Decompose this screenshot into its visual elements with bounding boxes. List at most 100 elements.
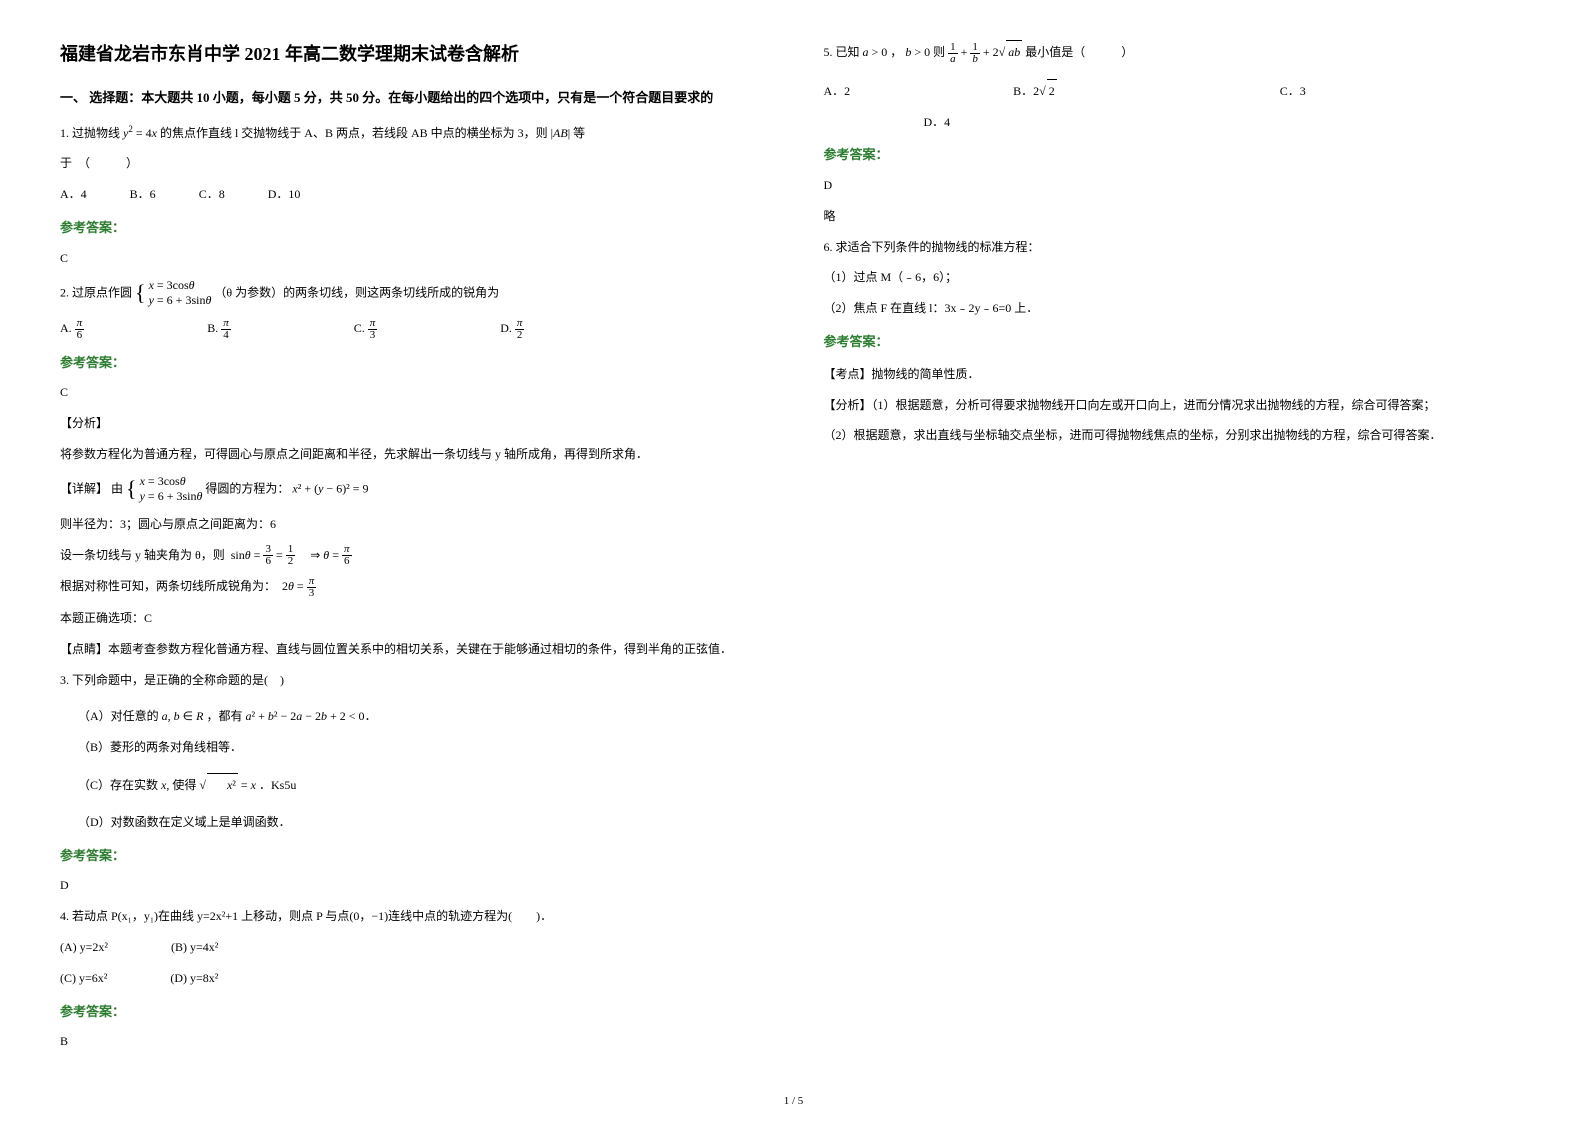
q1-answer: C bbox=[60, 247, 764, 270]
q6-kaodian-text: 抛物线的简单性质． bbox=[872, 367, 980, 381]
q1-choice-c: C．8 bbox=[199, 183, 225, 206]
q2-detail-eq: x² + (y − 6)² = 9 bbox=[292, 481, 368, 495]
q4-choice-c: (C) y=6x² bbox=[60, 967, 107, 990]
q3-opta-b: ，都有 bbox=[206, 709, 242, 723]
q4-choices-row2: (C) y=6x² (D) y=8x² bbox=[60, 967, 764, 990]
q2-stem: 2. 过原点作圆 { x = 3cosθ y = 6 + 3sinθ （θ 为参… bbox=[60, 278, 764, 309]
q2-detail-e-line: 根据对称性可知，两条切线所成锐角为： 2θ = π3 bbox=[60, 575, 764, 599]
q5-choices-row2: D．4 bbox=[824, 111, 1528, 134]
q4-ref-answer-label: 参考答案： bbox=[60, 1000, 764, 1025]
q4-stem: 4. 若动点 P(x₁，y₁)在曲线 y=2x²+1 上移动，则点 P 与点(0… bbox=[60, 905, 764, 928]
q5-choice-d: D．4 bbox=[924, 115, 951, 129]
q3-opta-a: （A）对任意的 bbox=[78, 709, 159, 723]
q6-p1: （1）过点 M（﹣6，6）； bbox=[824, 266, 1528, 289]
q3-opta-eq2: a² + b² − 2a − 2b + 2 < 0 bbox=[245, 709, 364, 723]
q1-text-b: 的焦点作直线 l 交抛物线于 A、B 两点，若线段 AB 中点的横坐标为 3，则 bbox=[160, 126, 548, 140]
q2-choice-b: B. π4 bbox=[207, 317, 311, 341]
q5-expr: 1a + 1b + 2√ab bbox=[948, 45, 1025, 59]
q1-stem-cont: 于 （ ） bbox=[60, 152, 764, 175]
q6-analysis2: （2）根据题意，求出直线与坐标轴交点坐标，进而可得抛物线焦点的坐标，分别求出抛物… bbox=[824, 424, 1528, 447]
q5-answer: D bbox=[824, 174, 1528, 197]
q5-note: 略 bbox=[824, 205, 1528, 228]
q5-text-d: 最小值是（ ） bbox=[1025, 45, 1133, 59]
q6-stem: 6. 求适合下列条件的抛物线的标准方程： bbox=[824, 236, 1528, 259]
q2-point: 【点睛】本题考查参数方程化普通方程、直线与圆位置关系中的相切关系，关键在于能够通… bbox=[60, 638, 764, 661]
q1-text-c: 等 bbox=[573, 126, 585, 140]
q1-eq2: |AB| bbox=[551, 126, 570, 140]
q2-detail-d-line: 设一条切线与 y 轴夹角为 θ，则 sinθ = 36 = 12 ⇒ θ = π… bbox=[60, 544, 764, 568]
q2-detail-f: 本题正确选项：C bbox=[60, 607, 764, 630]
q1-choices: A．4 B．6 C．8 D．10 bbox=[60, 183, 764, 206]
q1-text-a: 1. 过抛物线 bbox=[60, 126, 120, 140]
q5-stem: 5. 已知 a > 0 ， b > 0 则 1a + 1b + 2√ab 最小值… bbox=[824, 40, 1528, 65]
q4-choice-d: (D) y=8x² bbox=[170, 967, 218, 990]
q2-eq-top: x = 3cosθ bbox=[149, 278, 195, 292]
q6-analysis: 【分析】（1）根据题意，分析可得要求抛物线开口向左或开口向上，进而分情况求出抛物… bbox=[824, 394, 1528, 417]
q2-text-a: 2. 过原点作圆 bbox=[60, 285, 132, 299]
q3-answer: D bbox=[60, 874, 764, 897]
q3-optc-a: （C）存在实数 bbox=[78, 778, 158, 792]
q5-eq1: a > 0 bbox=[863, 45, 888, 59]
q2-detail-e: 根据对称性可知，两条切线所成锐角为： bbox=[60, 579, 276, 593]
q2-choice-a: A. π6 bbox=[60, 317, 164, 341]
q2-detail-param: x = 3cosθ y = 6 + 3sinθ bbox=[140, 474, 203, 505]
q3-optc-eq2: √x² = x bbox=[199, 778, 256, 792]
page-number: 1 / 5 bbox=[784, 1095, 804, 1107]
q3-optc-b: 使得 bbox=[172, 778, 196, 792]
q2-detail-c: 则半径为：3；圆心与原点之间距离为：6 bbox=[60, 513, 764, 536]
q5-text-a: 5. 已知 bbox=[824, 45, 860, 59]
q2-detail-line1: 【详解】 由 { x = 3cosθ y = 6 + 3sinθ 得圆的方程为：… bbox=[60, 474, 764, 505]
q2-ref-answer-label: 参考答案： bbox=[60, 351, 764, 376]
q3-option-d: （D）对数函数在定义域上是单调函数． bbox=[60, 811, 764, 834]
q1-choice-d: D．10 bbox=[268, 183, 301, 206]
q1-eq1: y2 = 4x bbox=[123, 126, 157, 140]
q4-choice-a: (A) y=2x² bbox=[60, 936, 108, 959]
q5-ref-answer-label: 参考答案： bbox=[824, 143, 1528, 168]
q3-option-a: （A）对任意的 a, b ∈ R ，都有 a² + b² − 2a − 2b +… bbox=[60, 705, 764, 728]
q3-ref-answer-label: 参考答案： bbox=[60, 844, 764, 869]
q6-analysis1: （1）根据题意，分析可得要求抛物线开口向左或开口向上，进而分情况求出抛物线的方程… bbox=[872, 398, 1436, 412]
detail-label: 【详解】 bbox=[60, 481, 108, 495]
q4-choices-row1: (A) y=2x² (B) y=4x² bbox=[60, 936, 764, 959]
q5-choice-c: C．3 bbox=[1280, 80, 1306, 103]
q6-p2: （2）焦点 F 在直线 l：3x﹣2y﹣6=0 上． bbox=[824, 297, 1528, 320]
point-label: 【点睛】 bbox=[60, 642, 108, 656]
page-title: 福建省龙岩市东肖中学 2021 年高二数学理期末试卷含解析 bbox=[60, 40, 764, 66]
q1-choice-b: B．6 bbox=[130, 183, 156, 206]
q5-text-b: ， bbox=[890, 45, 902, 59]
q2-eq-bot: y = 6 + 3sinθ bbox=[149, 293, 212, 307]
q2-choice-d: D. π2 bbox=[500, 317, 604, 341]
q5-choices-row1: A．2 B．2√2 C．3 bbox=[824, 79, 1528, 103]
analysis-label: 【分析】 bbox=[824, 398, 872, 412]
q2-detail-d: 设一条切线与 y 轴夹角为 θ，则 bbox=[60, 548, 225, 562]
q1-choice-a: A．4 bbox=[60, 183, 87, 206]
q5-choice-a: A．2 bbox=[824, 80, 851, 103]
brace-icon: { bbox=[135, 283, 146, 303]
section-header: 一、 选择题：本大题共 10 小题，每小题 5 分，共 50 分。在每小题给出的… bbox=[60, 86, 764, 111]
q2-analysis-label: 【分析】 bbox=[60, 412, 764, 435]
q3-option-c: （C）存在实数 x, 使得 √x² = x ．Ks5u bbox=[60, 773, 764, 797]
q5-choice-b: B．2√2 bbox=[1013, 79, 1097, 103]
q4-choice-b: (B) y=4x² bbox=[171, 936, 218, 959]
q5-text-c: 则 bbox=[933, 45, 945, 59]
q6-ref-answer-label: 参考答案： bbox=[824, 330, 1528, 355]
q5-eq2: b > 0 bbox=[905, 45, 930, 59]
q1-stem: 1. 过抛物线 y2 = 4x 的焦点作直线 l 交抛物线于 A、B 两点，若线… bbox=[60, 121, 764, 145]
q2-answer: C bbox=[60, 381, 764, 404]
q2-text-b: （θ 为参数）的两条切线，则这两条切线所成的锐角为 bbox=[214, 285, 499, 299]
q2-param-eq: x = 3cosθ y = 6 + 3sinθ bbox=[149, 278, 212, 309]
q4-answer: B bbox=[60, 1030, 764, 1053]
q3-optc-eq1: x, bbox=[161, 778, 169, 792]
q3-opta-eq1: a, b ∈ R bbox=[162, 709, 204, 723]
q2-analysis: 将参数方程化为普通方程，可得圆心与原点之间距离和半径，先求解出一条切线与 y 轴… bbox=[60, 443, 764, 466]
q2-detail-a: 由 bbox=[111, 481, 123, 495]
q2-detail-b: 得圆的方程为： bbox=[205, 481, 289, 495]
q3-optc-c: ．Ks5u bbox=[259, 778, 296, 792]
q2-choice-c: C. π3 bbox=[354, 317, 458, 341]
q2-point-text: 本题考查参数方程化普通方程、直线与圆位置关系中的相切关系，关键在于能够通过相切的… bbox=[108, 642, 732, 656]
q6-kaodian: 【考点】抛物线的简单性质． bbox=[824, 363, 1528, 386]
q1-ref-answer-label: 参考答案： bbox=[60, 216, 764, 241]
q3-option-b: （B）菱形的两条对角线相等． bbox=[60, 736, 764, 759]
q3-stem: 3. 下列命题中，是正确的全称命题的是( ) bbox=[60, 669, 764, 692]
kaodian-label: 【考点】 bbox=[824, 367, 872, 381]
